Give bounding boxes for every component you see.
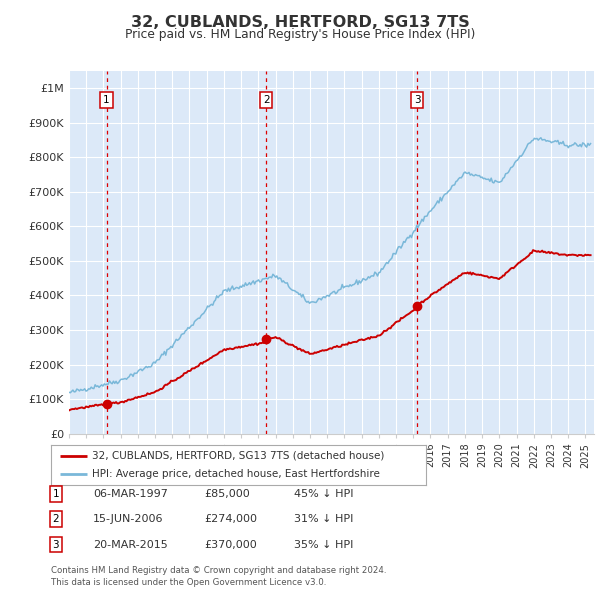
Text: £370,000: £370,000 bbox=[204, 540, 257, 549]
Text: Contains HM Land Registry data © Crown copyright and database right 2024.
This d: Contains HM Land Registry data © Crown c… bbox=[51, 566, 386, 587]
Text: 06-MAR-1997: 06-MAR-1997 bbox=[93, 489, 168, 499]
Text: 3: 3 bbox=[414, 95, 421, 105]
Text: 1: 1 bbox=[103, 95, 110, 105]
Text: 2: 2 bbox=[263, 95, 269, 105]
Text: 15-JUN-2006: 15-JUN-2006 bbox=[93, 514, 163, 524]
Text: 32, CUBLANDS, HERTFORD, SG13 7TS (detached house): 32, CUBLANDS, HERTFORD, SG13 7TS (detach… bbox=[92, 451, 385, 461]
Text: 45% ↓ HPI: 45% ↓ HPI bbox=[294, 489, 353, 499]
Text: 3: 3 bbox=[52, 540, 59, 549]
Text: HPI: Average price, detached house, East Hertfordshire: HPI: Average price, detached house, East… bbox=[92, 469, 380, 479]
Text: £274,000: £274,000 bbox=[204, 514, 257, 524]
Text: 31% ↓ HPI: 31% ↓ HPI bbox=[294, 514, 353, 524]
Text: Price paid vs. HM Land Registry's House Price Index (HPI): Price paid vs. HM Land Registry's House … bbox=[125, 28, 475, 41]
Text: 32, CUBLANDS, HERTFORD, SG13 7TS: 32, CUBLANDS, HERTFORD, SG13 7TS bbox=[131, 15, 469, 30]
Text: 2: 2 bbox=[52, 514, 59, 524]
Text: 35% ↓ HPI: 35% ↓ HPI bbox=[294, 540, 353, 549]
Text: £85,000: £85,000 bbox=[204, 489, 250, 499]
Text: 1: 1 bbox=[52, 489, 59, 499]
Text: 20-MAR-2015: 20-MAR-2015 bbox=[93, 540, 168, 549]
